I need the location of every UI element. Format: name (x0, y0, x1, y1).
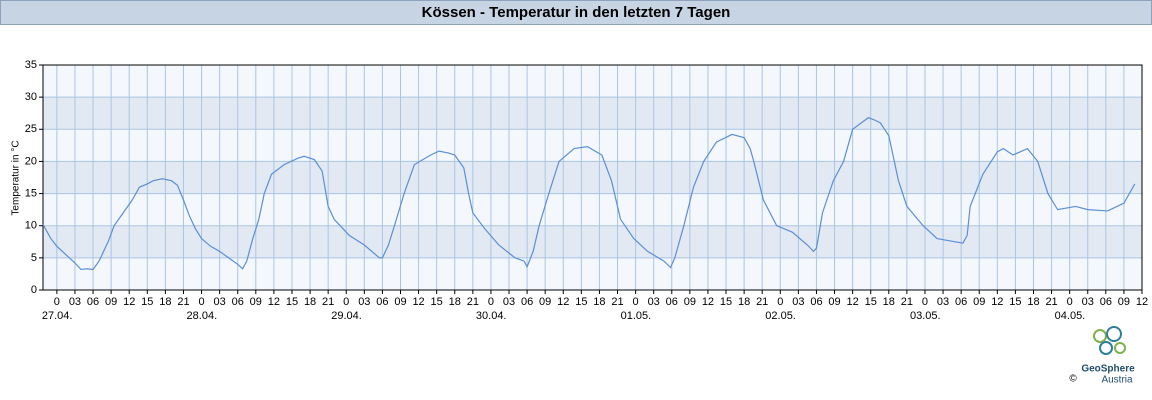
x-tick-label: 06 (666, 296, 678, 308)
date-label: 29.04. (331, 310, 362, 322)
x-tick-label: 12 (847, 296, 859, 308)
x-tick-label: 21 (322, 296, 334, 308)
logo-icon (1114, 342, 1126, 354)
logo-icon (1099, 341, 1113, 355)
x-tick-label: 09 (1118, 296, 1130, 308)
y-axis-label: Temperatur in °C (11, 140, 22, 215)
x-tick-label: 03 (503, 296, 515, 308)
x-tick-label: 06 (955, 296, 967, 308)
y-tick-label: 10 (25, 220, 37, 232)
x-tick-label: 21 (756, 296, 768, 308)
band (43, 97, 1142, 130)
x-tick-label: 09 (250, 296, 262, 308)
x-tick-label: 09 (105, 296, 117, 308)
plot-border (42, 64, 1143, 291)
x-tick-label: 12 (123, 296, 135, 308)
x-tick-label: 12 (268, 296, 280, 308)
x-tick-label: 12 (991, 296, 1003, 308)
y-tick-label: 0 (31, 284, 37, 296)
band (43, 161, 1142, 194)
x-tick-label: 21 (901, 296, 913, 308)
x-tick-label: 03 (214, 296, 226, 308)
x-tick-label: 15 (1009, 296, 1021, 308)
x-tick-label: 0 (922, 296, 928, 308)
date-label: 04.05. (1055, 310, 1086, 322)
x-tick-label: 06 (87, 296, 99, 308)
x-tick-label: 18 (738, 296, 750, 308)
x-tick-label: 18 (304, 296, 316, 308)
y-tick-label: 15 (25, 187, 37, 199)
x-tick-label: 15 (286, 296, 298, 308)
x-tick-label: 03 (792, 296, 804, 308)
x-tick-label: 21 (467, 296, 479, 308)
x-tick-label: 0 (343, 296, 349, 308)
x-tick-label: 06 (1100, 296, 1112, 308)
date-label: 27.04. (42, 310, 73, 322)
x-tick-label: 0 (54, 296, 60, 308)
y-tick-label: 20 (25, 155, 37, 167)
date-label: 30.04. (476, 310, 507, 322)
x-tick-label: 15 (575, 296, 587, 308)
logo-icon (1106, 326, 1122, 342)
x-tick-label: 18 (1027, 296, 1039, 308)
x-tick-label: 09 (973, 296, 985, 308)
x-tick-label: 03 (358, 296, 370, 308)
logo-sub: Austria (1101, 375, 1133, 386)
x-tick-label: 21 (611, 296, 623, 308)
x-tick-label: 03 (69, 296, 81, 308)
temperature-line (42, 117, 1136, 271)
x-tick-label: 12 (412, 296, 424, 308)
x-tick-label: 09 (539, 296, 551, 308)
x-tick-label: 18 (159, 296, 171, 308)
x-tick-label: 06 (232, 296, 244, 308)
x-tick-label: 0 (633, 296, 639, 308)
copyright: © (1069, 374, 1077, 385)
x-tick-label: 06 (376, 296, 388, 308)
x-tick-label: 0 (488, 296, 494, 308)
date-label: 03.05. (910, 310, 941, 322)
x-tick-label: 03 (937, 296, 949, 308)
x-tick-label: 18 (883, 296, 895, 308)
x-tick-label: 0 (198, 296, 204, 308)
x-tick-label: 0 (777, 296, 783, 308)
plot-area: 0 5 10 15 20 25 30 35 0 03 06 09 12 15 18 21 0 03 06 09 12 15… (25, 59, 1148, 322)
x-tick-label: 12 (702, 296, 714, 308)
x-tick-label: 21 (1045, 296, 1057, 308)
x-tick-label: 0 (1067, 296, 1073, 308)
date-label: 01.05. (621, 310, 652, 322)
date-label: 02.05. (765, 310, 796, 322)
x-tick-label: 15 (431, 296, 443, 308)
y-tick-label: 25 (25, 123, 37, 135)
y-tick-label: 5 (31, 252, 37, 264)
x-tick-label: 21 (177, 296, 189, 308)
logo-icon (1093, 329, 1107, 343)
x-tick-label: 12 (1136, 296, 1148, 308)
x-tick-label: 18 (593, 296, 605, 308)
date-label: 28.04. (187, 310, 218, 322)
x-tick-label: 09 (684, 296, 696, 308)
x-tick-label: 12 (557, 296, 569, 308)
x-tick-label: 06 (810, 296, 822, 308)
logo: GeoSphere © Austria (1069, 326, 1135, 386)
x-tick-label: 09 (394, 296, 406, 308)
x-tick-label: 06 (521, 296, 533, 308)
x-tick-label: 03 (648, 296, 660, 308)
logo-name: GeoSphere (1081, 364, 1135, 375)
y-tick-label: 35 (25, 59, 37, 71)
x-tick-label: 15 (865, 296, 877, 308)
y-tick-label: 30 (25, 91, 37, 103)
x-tick-label: 15 (141, 296, 153, 308)
x-tick-label: 09 (828, 296, 840, 308)
x-tick-label: 18 (449, 296, 461, 308)
x-tick-label: 03 (1082, 296, 1094, 308)
chart-title: Kössen - Temperatur in den letzten 7 Tag… (422, 4, 731, 21)
x-tick-label: 15 (720, 296, 732, 308)
title-bar (0, 0, 1152, 25)
band (43, 225, 1142, 258)
